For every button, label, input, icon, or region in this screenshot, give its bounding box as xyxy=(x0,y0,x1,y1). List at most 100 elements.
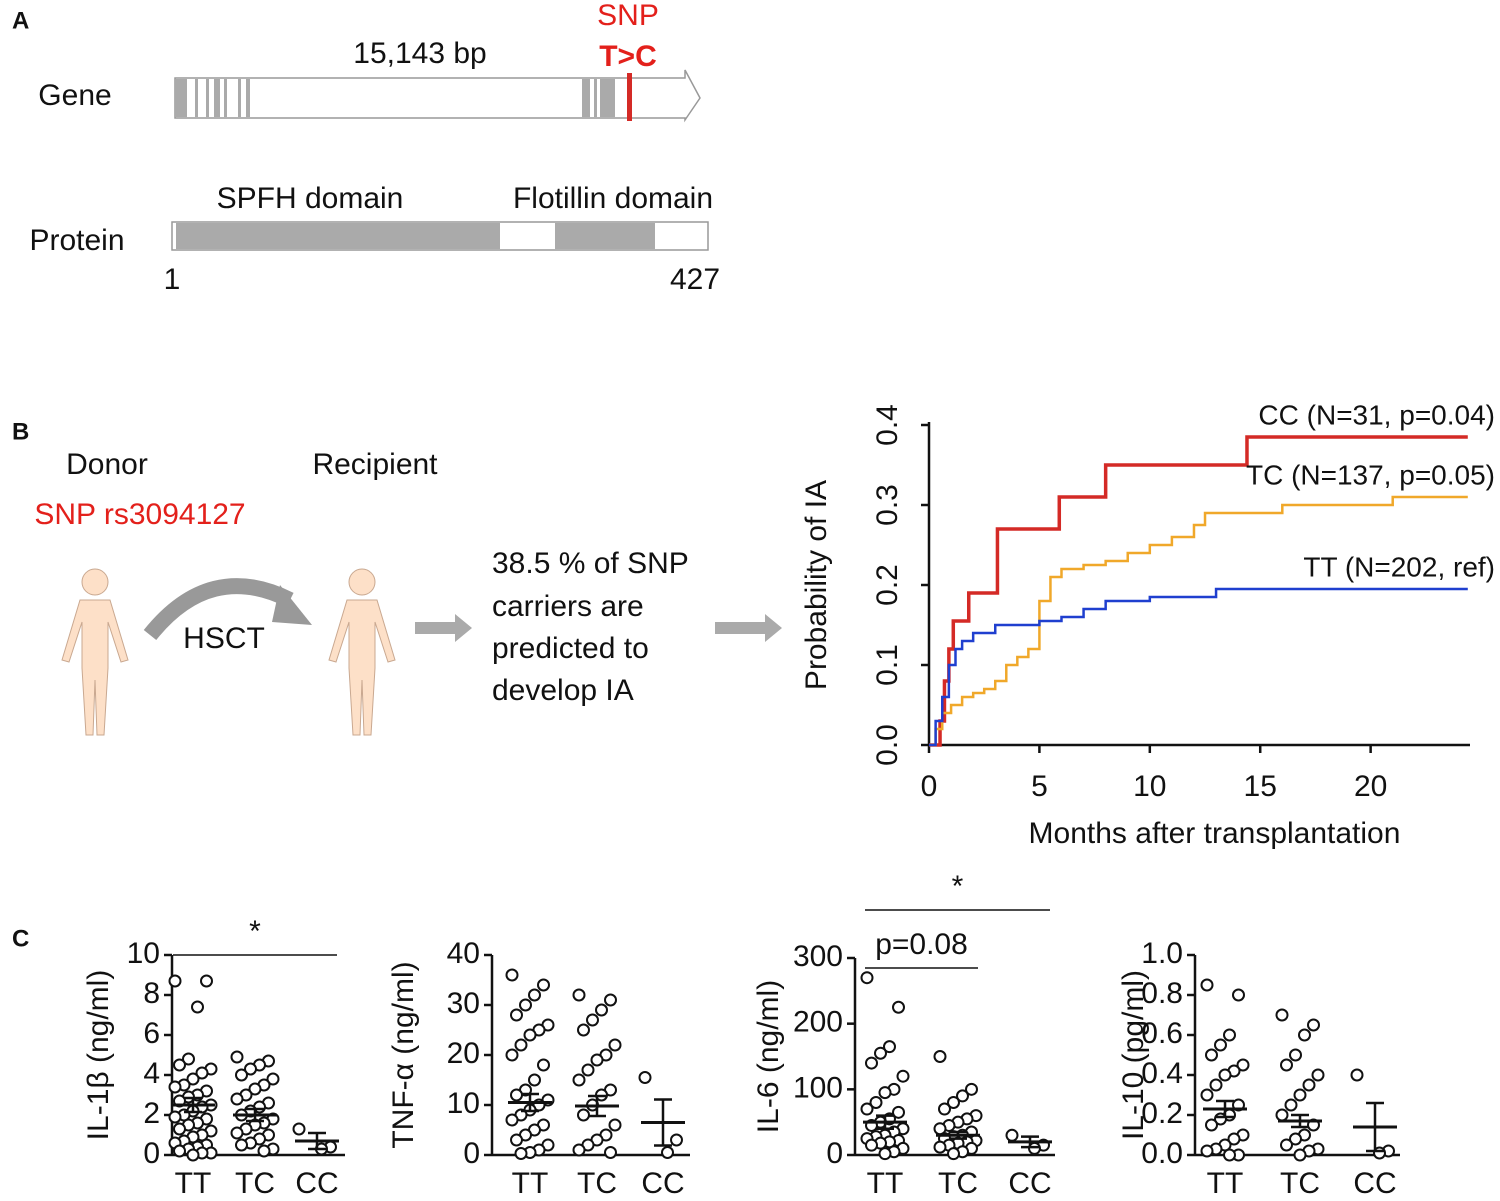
data-point xyxy=(1293,1088,1307,1102)
data-point xyxy=(638,1071,652,1084)
recipient-figure xyxy=(328,568,396,736)
y-axis-label: IL-10 (pg/ml) xyxy=(1117,970,1150,1140)
data-point xyxy=(1350,1068,1364,1082)
data-point xyxy=(572,1143,586,1157)
data-point xyxy=(186,1072,200,1086)
data-point xyxy=(186,1148,200,1162)
y-tick-label: 0 xyxy=(143,1137,160,1170)
protein-diagram xyxy=(171,221,709,251)
data-point xyxy=(195,1066,209,1080)
y-tick-label: 4 xyxy=(143,1057,160,1090)
y-tick-label: 20 xyxy=(447,1037,480,1070)
y-tick-label: 0.4 xyxy=(871,404,904,446)
data-point xyxy=(590,1053,604,1067)
data-point xyxy=(230,1050,244,1064)
data-point xyxy=(865,1138,878,1152)
y-tick-label: 2 xyxy=(143,1097,160,1130)
data-point xyxy=(965,1082,978,1096)
data-point xyxy=(1200,1144,1214,1158)
y-tick-label: 10 xyxy=(127,937,160,970)
data-point xyxy=(577,1023,590,1037)
y-tick-label: 6 xyxy=(143,1017,160,1050)
data-point xyxy=(1236,1058,1250,1072)
data-point xyxy=(1223,1028,1236,1042)
x-tick-label: CC xyxy=(641,1167,684,1200)
data-point xyxy=(1227,1132,1241,1146)
data-point xyxy=(874,1046,887,1060)
y-axis-label: Probability of IA xyxy=(800,480,833,690)
data-point xyxy=(896,1069,910,1083)
domain-label: SPFH domain xyxy=(217,182,404,215)
snp-id: SNP rs3094127 xyxy=(34,498,245,531)
data-point xyxy=(173,1122,186,1136)
data-point xyxy=(1298,1028,1311,1042)
data-point xyxy=(230,1092,244,1106)
data-point xyxy=(878,1147,892,1161)
data-point xyxy=(883,1040,896,1054)
data-point xyxy=(581,1063,595,1077)
x-tick-label: 20 xyxy=(1354,770,1387,803)
data-point xyxy=(537,1058,550,1072)
data-point xyxy=(1005,1128,1019,1142)
y-tick-label: 0 xyxy=(463,1137,480,1170)
y-axis-label: TNF-α (ng/ml) xyxy=(387,961,420,1148)
data-point xyxy=(1205,1048,1218,1062)
domain-label: Flotillin domain xyxy=(513,182,713,215)
protein-label: Protein xyxy=(29,224,124,257)
y-tick-label: 8 xyxy=(143,977,160,1010)
data-point xyxy=(173,1058,186,1072)
data-point xyxy=(528,1073,541,1087)
data-point xyxy=(230,1126,244,1140)
x-tick-label: TT xyxy=(175,1167,212,1200)
data-point xyxy=(514,1147,528,1160)
y-tick-label: 0 xyxy=(826,1137,843,1170)
data-point xyxy=(168,1110,182,1124)
data-point xyxy=(200,974,213,988)
gene-diagram xyxy=(174,69,701,123)
data-point xyxy=(505,968,519,982)
data-point xyxy=(608,1038,622,1052)
data-point xyxy=(510,1088,523,1102)
data-point xyxy=(266,1072,280,1086)
data-point xyxy=(1205,1118,1218,1132)
data-point xyxy=(1302,1078,1316,1092)
data-point xyxy=(586,1013,599,1027)
donor-figure xyxy=(61,568,129,736)
data-point xyxy=(235,1068,248,1082)
data-point xyxy=(1218,1068,1232,1082)
data-point xyxy=(1280,1138,1293,1152)
data-point xyxy=(257,1144,271,1158)
data-point xyxy=(191,1000,204,1014)
data-point xyxy=(661,1146,674,1159)
x-tick-label: TT xyxy=(512,1167,549,1200)
data-point xyxy=(572,1073,586,1087)
data-point xyxy=(892,1105,905,1119)
y-tick-label: 10 xyxy=(447,1087,480,1120)
x-axis-label: Months after transplantation xyxy=(1029,817,1401,850)
snp-label: SNP xyxy=(597,0,659,32)
data-point xyxy=(604,993,617,1007)
panel-label: C xyxy=(12,925,29,952)
data-point xyxy=(510,1008,523,1022)
data-point xyxy=(1284,1098,1298,1112)
data-point xyxy=(235,1138,248,1152)
x-tick-label: 10 xyxy=(1133,770,1166,803)
y-axis-label: IL-6 (ng/ml) xyxy=(752,980,785,1133)
data-point xyxy=(869,1095,883,1109)
gene-length: 15,143 bp xyxy=(353,37,486,70)
data-point xyxy=(168,1080,182,1094)
recipient-label: Recipient xyxy=(312,448,438,481)
gene-label: Gene xyxy=(38,79,111,112)
data-point xyxy=(537,978,550,992)
data-point xyxy=(865,1056,878,1070)
data-point xyxy=(1200,1088,1214,1102)
significance-label: p=0.08 xyxy=(875,928,968,961)
y-tick-label: 0.0 xyxy=(1141,1137,1183,1170)
x-tick-label: TC xyxy=(577,1167,617,1200)
y-tick-label: 0.3 xyxy=(871,484,904,526)
data-point xyxy=(947,1147,960,1161)
data-point xyxy=(938,1102,951,1116)
data-point xyxy=(244,1062,257,1076)
data-point xyxy=(1275,1108,1289,1122)
data-point xyxy=(1280,1058,1293,1072)
